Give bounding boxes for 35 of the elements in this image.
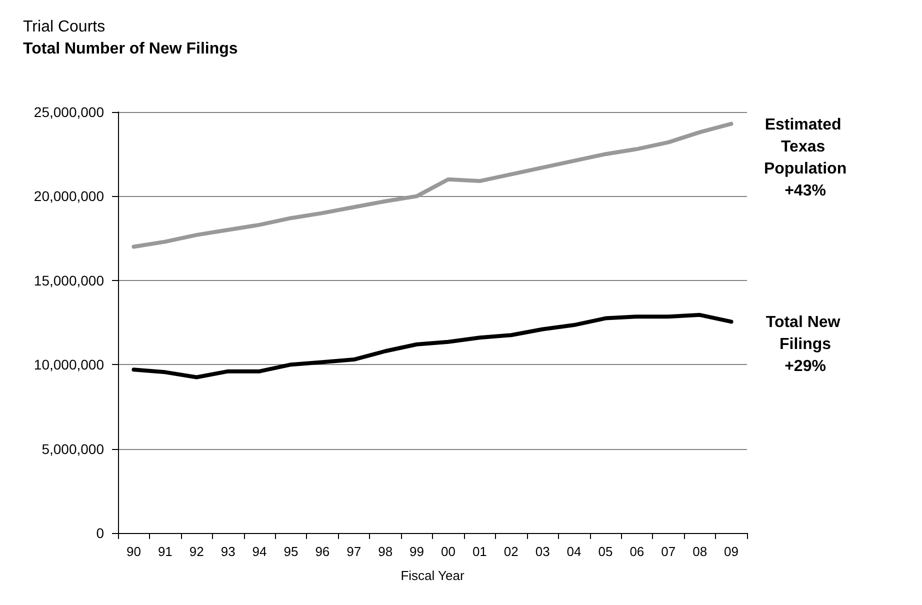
x-tick-label: 94 bbox=[252, 544, 267, 559]
x-tick-label: 00 bbox=[440, 544, 456, 559]
chart-title: Trial Courts bbox=[23, 18, 106, 36]
x-tick-label: 06 bbox=[630, 544, 644, 559]
y-tick-label: 15,000,000 bbox=[34, 272, 104, 288]
x-tick-label: 09 bbox=[724, 544, 739, 559]
x-tick-label: 97 bbox=[346, 544, 362, 559]
x-tick-label: 08 bbox=[692, 544, 708, 559]
y-tick-label: 5,000,000 bbox=[42, 440, 104, 457]
x-tick-label: 04 bbox=[566, 544, 582, 559]
x-tick-label: 95 bbox=[284, 544, 298, 559]
x-tick-label: 03 bbox=[535, 544, 550, 559]
y-tick-label: 25,000,000 bbox=[34, 104, 104, 120]
x-tick-label: 01 bbox=[472, 544, 487, 559]
x-tick-label: 90 bbox=[126, 544, 141, 559]
line-series bbox=[132, 122, 734, 249]
x-tick-label: 99 bbox=[410, 544, 424, 559]
x-tick-label: 02 bbox=[504, 544, 518, 559]
x-tick-label: 92 bbox=[189, 544, 204, 559]
text: Estimated Texas Population bbox=[764, 116, 847, 178]
x-tick-label: 93 bbox=[220, 544, 236, 559]
x-tick-label: 91 bbox=[158, 544, 172, 559]
x-axis-title: Fiscal Year bbox=[400, 568, 465, 583]
text: Total New Filings bbox=[766, 314, 845, 354]
y-tick-label: 0 bbox=[96, 525, 104, 541]
x-tick-label: 07 bbox=[661, 544, 676, 559]
x-tick-label: 96 bbox=[315, 544, 330, 559]
text: +43% bbox=[784, 182, 826, 200]
text: +29% bbox=[784, 358, 826, 376]
chart-subtitle: Total Number of New Filings bbox=[23, 40, 238, 58]
line-series bbox=[132, 312, 734, 380]
x-tick-label: 98 bbox=[378, 544, 393, 559]
y-tick-label: 20,000,000 bbox=[34, 188, 104, 204]
x-tick-label: 05 bbox=[598, 544, 613, 559]
y-tick-label: 10,000,000 bbox=[34, 356, 104, 373]
